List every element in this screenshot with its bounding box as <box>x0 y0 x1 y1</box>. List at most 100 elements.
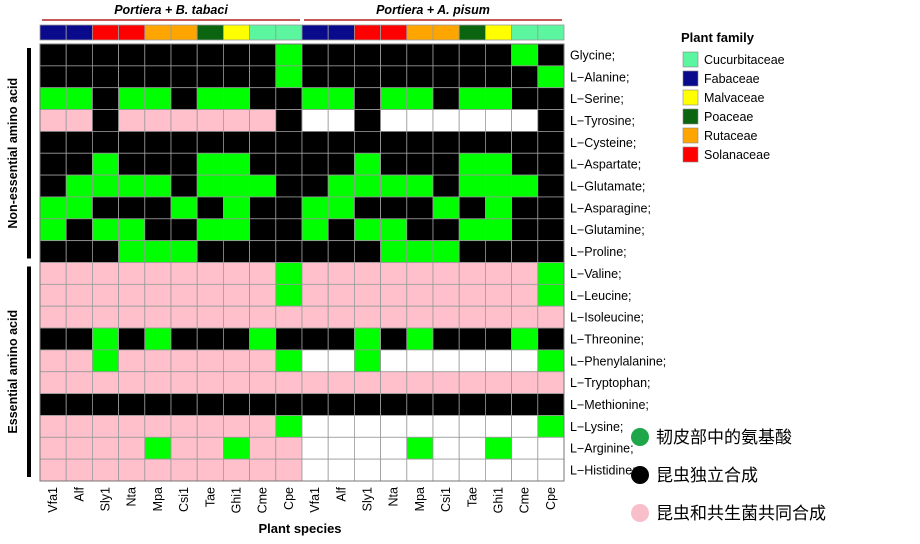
heatmap-cell <box>65 218 93 242</box>
column-label: Alf <box>334 486 348 501</box>
column-label: Ghi1 <box>230 487 244 513</box>
family-strip-cell <box>327 24 355 41</box>
heatmap-cell <box>432 240 460 263</box>
heatmap-cell <box>222 393 250 416</box>
heatmap-cell <box>65 130 93 154</box>
heatmap-cell <box>222 196 250 220</box>
heatmap-cell <box>144 371 172 395</box>
heatmap-cell <box>353 152 381 176</box>
heatmap-cell <box>537 130 565 154</box>
group-label: Portiera + A. pisum <box>376 3 490 17</box>
heatmap-cell <box>406 283 434 307</box>
heatmap-cell <box>65 458 93 482</box>
column-label: Cme <box>256 487 270 513</box>
heatmap-cell <box>484 43 512 67</box>
heatmap-cell <box>406 218 434 242</box>
heatmap-cell <box>511 349 539 373</box>
heatmap-cell <box>275 240 303 263</box>
heatmap-cell <box>65 87 93 110</box>
heatmap-cell <box>432 43 460 67</box>
heatmap-cell <box>380 196 408 220</box>
heatmap-cell <box>406 152 434 176</box>
heatmap-cell <box>301 283 329 307</box>
heatmap-cell <box>144 415 172 438</box>
heatmap-cell <box>511 218 539 242</box>
heatmap-cell <box>458 262 486 285</box>
heatmap-cell <box>222 262 250 285</box>
heatmap-cell <box>511 174 539 198</box>
heatmap-cell <box>511 371 539 395</box>
legend-title: Plant family <box>681 30 755 45</box>
family-strip-cell <box>65 24 93 41</box>
heatmap-cell <box>144 218 172 242</box>
row-label: L−Isoleucine; <box>570 311 644 325</box>
heatmap-cell <box>222 458 250 482</box>
heatmap-cell <box>65 415 93 438</box>
row-label: L−Asparagine; <box>570 201 651 215</box>
heatmap-cell <box>222 305 250 329</box>
heatmap-cell <box>484 240 512 263</box>
heatmap-cell <box>39 349 67 373</box>
heatmap-cell <box>380 43 408 67</box>
heatmap-cell <box>196 371 224 395</box>
heatmap-cell <box>353 262 381 285</box>
heatmap-cell <box>327 196 355 220</box>
row-label: L−Alanine; <box>570 70 629 84</box>
heatmap-cell <box>144 152 172 176</box>
heatmap-cell <box>39 65 67 89</box>
heatmap-cell <box>144 240 172 263</box>
heatmap-cell <box>249 283 277 307</box>
heatmap-cell <box>170 415 198 438</box>
heatmap-cell <box>170 436 198 460</box>
heatmap-cells <box>39 43 565 482</box>
heatmap-cell <box>170 109 198 132</box>
heatmap-cell <box>222 152 250 176</box>
heatmap-cell <box>380 218 408 242</box>
heatmap-cell <box>458 458 486 482</box>
heatmap-cell <box>301 327 329 351</box>
heatmap-cell <box>327 240 355 263</box>
heatmap-cell <box>118 87 146 110</box>
heatmap-cell <box>39 240 67 263</box>
heatmap-cell <box>458 196 486 220</box>
heatmap-cell <box>484 415 512 438</box>
row-label: L−Valine; <box>570 267 622 281</box>
heatmap-cell <box>39 262 67 285</box>
heatmap-cell <box>432 458 460 482</box>
column-label: Cpe <box>282 487 296 510</box>
heatmap-cell <box>196 327 224 351</box>
heatmap-cell <box>327 65 355 89</box>
heatmap-cell <box>92 415 120 438</box>
heatmap-cell <box>537 305 565 329</box>
heatmap-cell <box>196 458 224 482</box>
heatmap-cell <box>380 65 408 89</box>
heatmap-cell <box>327 393 355 416</box>
heatmap-cell <box>65 305 93 329</box>
row-label: L−Leucine; <box>570 289 632 303</box>
column-label: Cme <box>518 487 532 513</box>
heatmap-cell <box>353 415 381 438</box>
heatmap-cell <box>249 371 277 395</box>
row-label: L−Tryptophan; <box>570 376 651 390</box>
heatmap-cell <box>511 283 539 307</box>
family-strip-cell <box>484 24 512 41</box>
legend-swatch <box>682 70 699 87</box>
heatmap-cell <box>327 87 355 110</box>
row-label: L−Lysine; <box>570 420 623 434</box>
family-strip-cell <box>144 24 172 41</box>
heatmap-cell <box>65 196 93 220</box>
heatmap-cell <box>380 174 408 198</box>
heatmap-cell <box>275 262 303 285</box>
heatmap-cell <box>222 109 250 132</box>
heatmap-cell <box>196 65 224 89</box>
heatmap-cell <box>406 196 434 220</box>
heatmap-cell <box>118 152 146 176</box>
heatmap-cell <box>170 130 198 154</box>
heatmap-cell <box>249 327 277 351</box>
heatmap-cell <box>92 327 120 351</box>
heatmap-cell <box>301 87 329 110</box>
heatmap-cell <box>353 349 381 373</box>
heatmap-cell <box>353 327 381 351</box>
heatmap-cell <box>537 262 565 285</box>
heatmap-cell <box>118 218 146 242</box>
